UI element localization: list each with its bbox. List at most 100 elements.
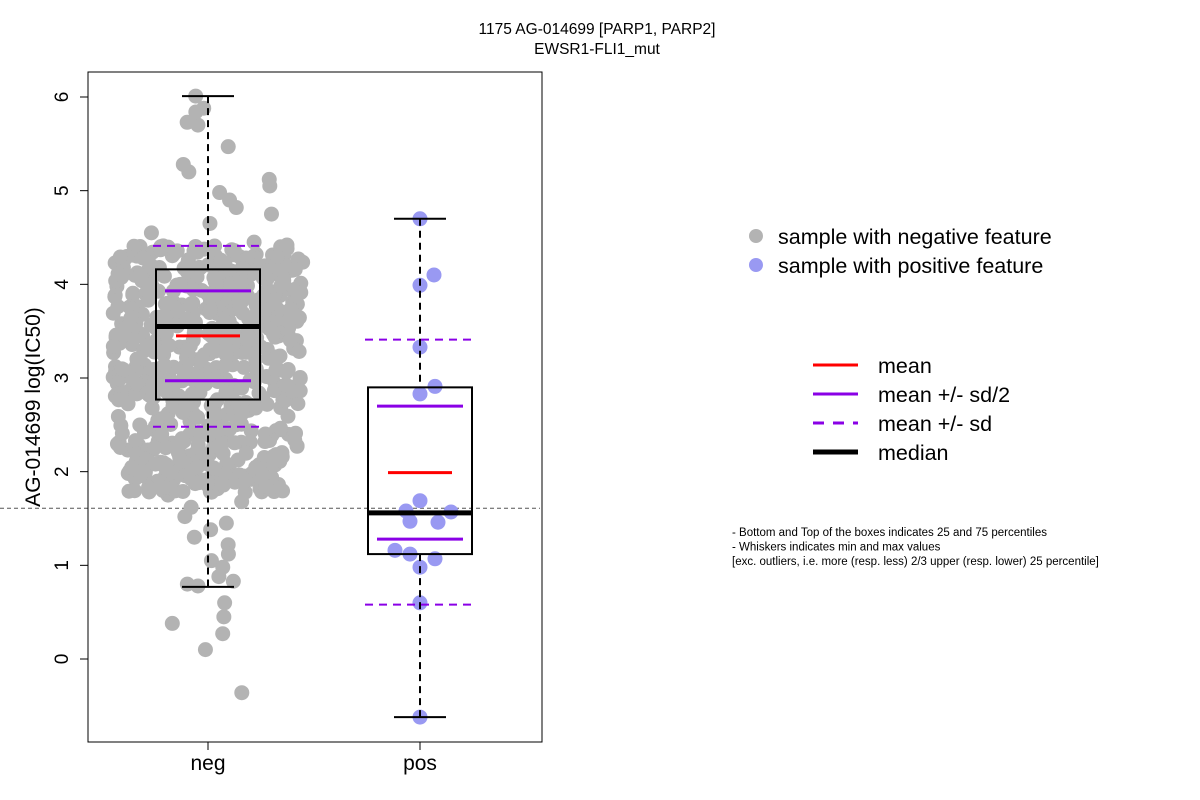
y-tick-label: 2 <box>52 466 73 477</box>
data-point-neg <box>217 255 233 271</box>
data-point-neg <box>158 325 174 341</box>
plot-boxes <box>153 95 475 719</box>
legend-line-label: median <box>878 441 949 465</box>
chart-title: 1175 AG-014699 [PARP1, PARP2] <box>479 21 716 38</box>
data-point-pos <box>412 339 428 355</box>
data-point-neg <box>272 420 288 436</box>
note-line: - Whiskers indicates min and max values <box>732 542 941 554</box>
data-point-neg <box>287 261 303 277</box>
data-point-neg <box>183 296 199 312</box>
data-point-neg <box>278 364 294 380</box>
data-point-neg <box>261 171 277 187</box>
data-point-neg <box>189 244 205 260</box>
data-point-neg <box>190 409 206 425</box>
data-point-pos <box>387 542 403 558</box>
data-point-pos <box>412 386 428 402</box>
data-point-neg <box>215 626 231 642</box>
legend-point-label: sample with negative feature <box>778 225 1052 249</box>
data-point-neg <box>142 482 158 498</box>
data-point-neg <box>139 338 155 354</box>
data-point-neg <box>206 270 222 286</box>
data-point-neg <box>105 338 121 354</box>
data-point-neg <box>147 440 163 456</box>
data-point-neg <box>123 310 139 326</box>
data-point-neg <box>159 295 175 311</box>
data-point-pos <box>412 493 428 509</box>
data-point-neg <box>180 256 196 272</box>
legend-line-label: mean <box>878 354 932 378</box>
data-point-neg <box>259 396 275 412</box>
data-point-neg <box>263 206 279 222</box>
data-point-neg <box>113 417 129 433</box>
data-point-neg <box>290 396 306 412</box>
data-point-neg <box>287 432 303 448</box>
data-point-neg <box>293 284 309 300</box>
data-point-neg <box>281 313 297 329</box>
data-point-neg <box>110 266 126 282</box>
data-point-neg <box>197 642 213 658</box>
data-point-neg <box>266 383 282 399</box>
data-point-neg <box>217 595 233 611</box>
data-point-neg <box>158 440 174 456</box>
data-point-neg <box>240 329 256 345</box>
data-point-neg <box>203 522 219 538</box>
data-point-neg <box>140 283 156 299</box>
data-point-pos <box>426 267 442 283</box>
data-point-neg <box>190 459 206 475</box>
data-point-neg <box>185 312 201 328</box>
data-point-neg <box>124 459 140 475</box>
data-point-neg <box>164 615 180 631</box>
data-point-neg <box>211 569 227 585</box>
data-point-neg <box>180 342 196 358</box>
legend-line-label: mean +/- sd <box>878 412 992 436</box>
data-point-neg <box>278 377 294 393</box>
data-point-neg <box>161 337 177 353</box>
data-point-neg <box>177 509 193 525</box>
y-tick-label: 1 <box>52 560 73 571</box>
data-point-neg <box>201 427 217 443</box>
data-point-neg <box>255 288 271 304</box>
data-point-neg <box>158 460 174 476</box>
data-point-neg <box>269 349 285 365</box>
data-point-neg <box>207 343 223 359</box>
data-point-neg <box>248 459 264 475</box>
data-point-neg <box>179 114 195 130</box>
data-point-neg <box>189 475 205 491</box>
data-point-neg <box>143 225 159 241</box>
note-line: [exc. outliers, i.e. more (resp. less) 2… <box>732 556 1099 568</box>
data-point-neg <box>218 357 234 373</box>
data-point-neg <box>215 477 231 493</box>
data-point-neg <box>127 483 143 499</box>
data-point-neg <box>257 434 273 450</box>
data-point-neg <box>202 303 218 319</box>
data-point-neg <box>236 359 252 375</box>
data-point-neg <box>111 392 127 408</box>
data-point-neg <box>193 352 209 368</box>
data-point-neg <box>234 685 250 701</box>
data-point-neg <box>135 250 151 266</box>
box-pos <box>367 386 473 556</box>
data-point-neg <box>112 249 128 265</box>
data-point-neg <box>175 484 191 500</box>
data-point-neg <box>220 139 236 155</box>
y-axis-label: AG-014699 log(IC50) <box>22 307 45 507</box>
legend-point-marker <box>749 229 763 243</box>
data-point-neg <box>212 185 228 201</box>
data-point-neg <box>232 299 248 315</box>
data-point-neg <box>235 405 251 421</box>
data-point-neg <box>116 362 132 378</box>
x-tick-label: neg <box>190 752 225 775</box>
data-point-neg <box>206 460 222 476</box>
data-point-neg <box>173 435 189 451</box>
data-point-neg <box>186 387 202 403</box>
chart-subtitle: EWSR1-FLI1_mut <box>534 41 660 58</box>
data-point-neg <box>227 435 243 451</box>
data-point-neg <box>238 445 254 461</box>
y-tick-label: 3 <box>52 373 73 384</box>
data-point-neg <box>172 276 188 292</box>
note-line: - Bottom and Top of the boxes indicates … <box>732 527 1047 539</box>
data-point-neg <box>205 406 221 422</box>
y-tick-label: 5 <box>52 185 73 196</box>
data-point-neg <box>216 609 232 625</box>
